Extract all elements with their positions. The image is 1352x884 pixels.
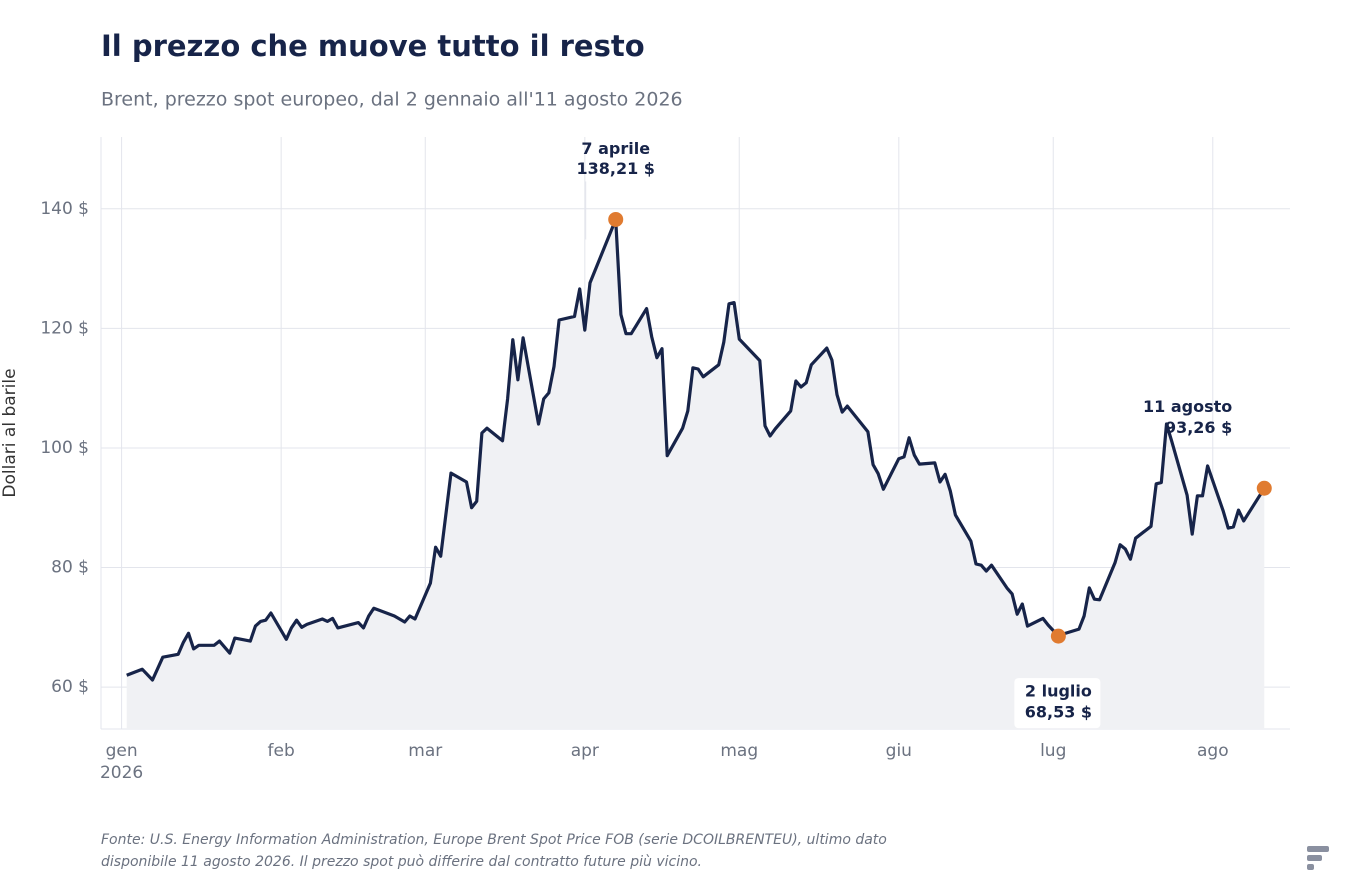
x-tick-label: gen (106, 741, 138, 761)
x-tick-label: ago (1197, 741, 1229, 761)
annotation-value: 138,21 $ (576, 159, 654, 178)
annotation-label: 7 aprile (581, 139, 650, 158)
y-tick-label: 80 $ (51, 558, 89, 578)
area (126, 219, 1265, 729)
x-tick-label: feb (268, 741, 295, 761)
annotation-marker (608, 211, 624, 227)
annotation-label: 2 luglio (1025, 682, 1092, 701)
y-tick-label: 140 $ (40, 199, 89, 219)
annotation-marker (1050, 628, 1066, 644)
annotation-value: 93,26 $ (1165, 418, 1232, 437)
y-tick-label: 120 $ (40, 318, 89, 338)
annotation-label: 11 agosto (1143, 397, 1232, 416)
y-axis-label: Dollari al barile (0, 368, 20, 497)
chart-subtitle: Brent, prezzo spot europeo, dal 2 gennai… (101, 89, 683, 111)
y-tick-label: 100 $ (40, 438, 89, 458)
line (126, 217, 1266, 682)
annotation-value: 68,53 $ (1025, 703, 1092, 722)
x-tick-sublabel: 2026 (100, 763, 143, 783)
source: disponibile 11 agosto 2026. Il prezzo sp… (101, 854, 702, 870)
x-tick-label: lug (1040, 741, 1066, 761)
annotation-marker (1256, 480, 1272, 496)
x-tick-label: giu (886, 741, 912, 761)
chart-title: Il prezzo che muove tutto il resto (101, 29, 645, 63)
x-tick-label: apr (571, 741, 599, 761)
x-tick-label: mar (408, 741, 442, 761)
y-tick-label: 60 $ (51, 677, 89, 697)
annotation-bg (1014, 678, 1101, 729)
x-tick-label: mag (720, 741, 758, 761)
source: Fonte: U.S. Energy Information Administr… (101, 832, 887, 848)
logo (1307, 846, 1329, 870)
